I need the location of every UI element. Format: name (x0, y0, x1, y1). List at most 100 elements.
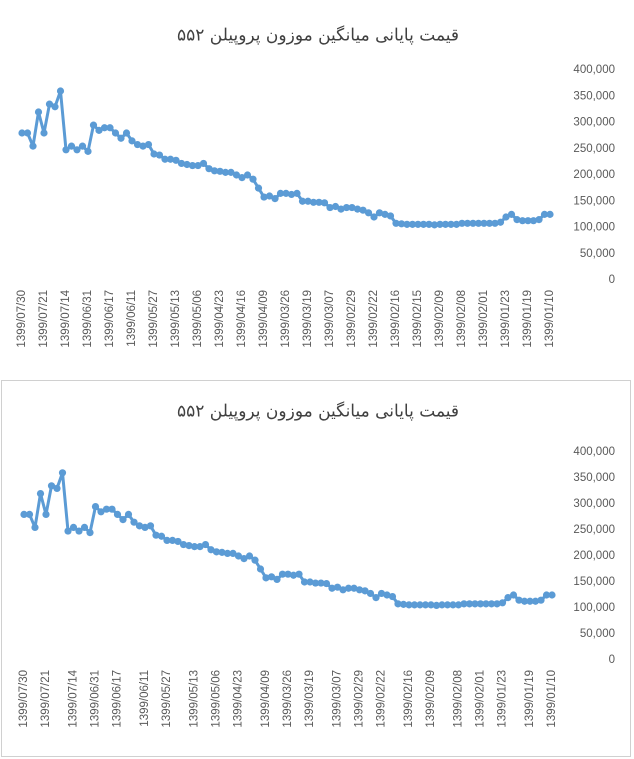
data-point (482, 600, 490, 608)
x-tick-label: 1399/03/26 (282, 670, 294, 728)
y-tick-label: 250,000 (573, 524, 615, 536)
data-point (128, 137, 136, 145)
data-point (122, 129, 131, 137)
data-point (465, 600, 474, 608)
x-tick-label: 1399/02/15 (412, 290, 424, 348)
data-point (300, 578, 309, 586)
data-point (188, 161, 197, 170)
data-point (18, 129, 26, 137)
data-point (260, 193, 268, 201)
x-tick-label: 1399/03/19 (302, 290, 314, 348)
data-point (372, 594, 380, 602)
y-tick-label: 400,000 (573, 64, 615, 76)
data-point (416, 601, 424, 609)
data-point (421, 601, 430, 609)
data-point (177, 159, 186, 168)
data-point (449, 601, 457, 609)
data-point (135, 522, 144, 530)
data-point (196, 543, 204, 551)
data-point (542, 591, 551, 599)
y-tick-label: 200,000 (573, 169, 615, 181)
data-point (42, 510, 50, 518)
x-tick-label: 1399/01/10 (546, 670, 558, 728)
data-point (69, 523, 78, 532)
x-tick-label: 1399/03/19 (304, 670, 316, 728)
x-tick-label: 1399/02/16 (403, 670, 415, 728)
data-point (278, 570, 287, 578)
y-tick-label: 200,000 (573, 550, 615, 562)
series-line (24, 471, 552, 607)
data-point (179, 540, 188, 549)
data-point (348, 203, 356, 212)
data-point (282, 189, 290, 197)
y-tick-label: 50,000 (580, 248, 615, 260)
x-tick-label: 1399/07/14 (60, 289, 72, 347)
data-point (144, 140, 153, 149)
x-tick-label: 1399/02/16 (390, 290, 402, 348)
x-tick-label: 1399/05/13 (170, 290, 182, 348)
data-point (309, 198, 318, 206)
data-point (174, 537, 182, 546)
data-point (518, 217, 527, 225)
x-tick-label: 1399/06/17 (112, 670, 124, 728)
data-point (548, 591, 556, 599)
chart-title: قیمت پایانی میانگین موزون پروپیلن ۵۵۲ (177, 401, 459, 422)
data-point (430, 221, 439, 229)
data-point (342, 203, 351, 212)
data-point (350, 584, 358, 592)
data-point (205, 165, 213, 173)
data-point (276, 189, 285, 197)
data-point (97, 508, 105, 516)
x-tick-label: 1399/03/07 (324, 290, 336, 348)
x-tick-label: 1399/04/09 (260, 670, 272, 728)
data-point (546, 210, 554, 218)
data-point (515, 596, 523, 604)
data-point (75, 527, 83, 535)
data-point (119, 516, 127, 524)
y-tick-label: 300,000 (573, 498, 615, 510)
data-point (34, 108, 43, 116)
data-point (524, 217, 532, 225)
data-point (172, 156, 180, 164)
data-point (526, 597, 534, 605)
chart-border (1, 380, 631, 757)
x-tick-label: 1399/06/11 (139, 670, 151, 727)
data-point (507, 210, 516, 218)
data-point (337, 205, 345, 213)
data-point (491, 219, 499, 227)
data-point (502, 213, 510, 221)
x-tick-label: 1399/02/01 (475, 670, 487, 728)
y-tick-label: 350,000 (573, 472, 615, 484)
data-point (23, 129, 32, 137)
data-point (185, 542, 193, 550)
data-point (399, 600, 408, 608)
data-point (80, 523, 89, 532)
data-point (234, 552, 243, 560)
data-point (304, 197, 312, 205)
data-point (53, 484, 61, 492)
data-point (102, 505, 111, 513)
x-tick-label: 1399/05/06 (211, 670, 223, 728)
data-point (458, 219, 466, 227)
data-point (427, 601, 435, 609)
data-point (381, 210, 389, 218)
x-tick-label: 1399/01/10 (544, 290, 556, 348)
data-point (256, 565, 265, 573)
y-tick-label: 150,000 (573, 576, 615, 588)
data-point (529, 217, 538, 225)
data-point (520, 597, 529, 605)
y-tick-label: 250,000 (573, 143, 615, 155)
data-point (111, 129, 120, 137)
data-point (194, 161, 202, 170)
x-tick-label: 1399/01/19 (522, 290, 534, 348)
data-point (410, 601, 419, 609)
data-point (438, 601, 446, 609)
series-line (22, 89, 550, 227)
data-point (370, 213, 378, 221)
y-tick-label: 350,000 (573, 90, 615, 102)
data-point (498, 599, 507, 607)
data-point (183, 160, 191, 169)
data-point (221, 168, 230, 176)
data-point (443, 601, 452, 609)
